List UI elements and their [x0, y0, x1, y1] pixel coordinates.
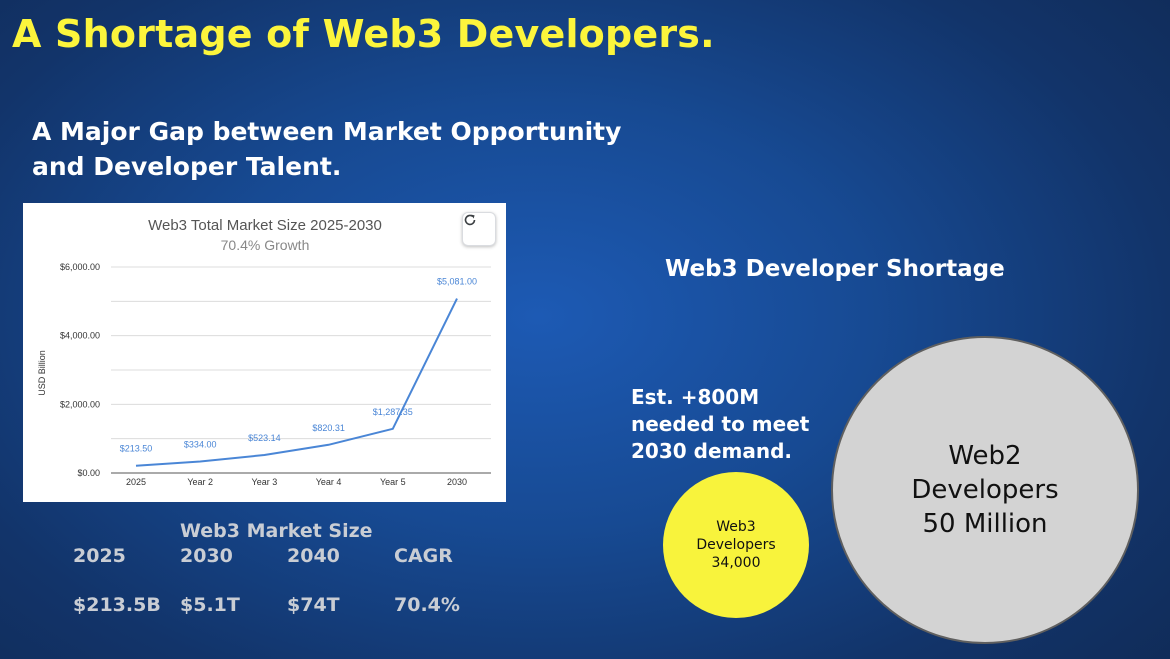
web2-bubble-line-3: 50 Million [922, 509, 1048, 539]
market-header-2030: 2030 [180, 545, 233, 567]
market-header-2025: 2025 [73, 545, 126, 567]
market-value-cagr: 70.4% [394, 594, 460, 616]
page-title: A Shortage of Web3 Developers. [12, 12, 715, 56]
y-tick-label: $2,000.00 [60, 399, 100, 409]
x-tick-label: Year 2 [187, 477, 213, 487]
x-tick-label: Year 5 [380, 477, 406, 487]
web3-bubble-line-2: Developers [696, 537, 776, 553]
data-label: $5,081.00 [437, 277, 477, 287]
market-size-title: Web3 Market Size [180, 520, 373, 542]
data-label: $820.31 [312, 423, 345, 433]
x-tick-label: 2025 [126, 477, 146, 487]
data-label: $213.50 [120, 444, 153, 454]
market-value-2030: $5.1T [180, 594, 240, 616]
grid-lines [111, 266, 491, 474]
x-tick-label: Year 4 [316, 477, 342, 487]
shortage-title: Web3 Developer Shortage [665, 256, 1005, 282]
estimate-note-line-1: Est. +800M [631, 385, 760, 409]
y-tick-labels: $0.00 $2,000.00 $4,000.00 $6,000.00 [60, 262, 100, 478]
data-label: $1,287.35 [373, 407, 413, 417]
y-axis-label: USD Billion [37, 350, 47, 396]
page-subtitle: A Major Gap between Market Opportunity a… [32, 114, 672, 184]
chart-title: Web3 Total Market Size 2025-2030 [148, 217, 382, 234]
x-tick-labels: 2025 Year 2 Year 3 Year 4 Year 5 2030 [126, 477, 467, 487]
web3-bubble-line-1: Web3 [716, 519, 756, 535]
estimate-note: Est. +800M needed to meet 2030 demand. [631, 384, 831, 465]
estimate-note-line-3: 2030 demand. [631, 439, 792, 463]
series-line [135, 298, 458, 467]
web2-developers-bubble: Web2 Developers 50 Million [831, 336, 1139, 644]
data-label: $334.00 [184, 440, 217, 450]
web2-bubble-line-1: Web2 [948, 441, 1022, 471]
web2-bubble-line-2: Developers [911, 475, 1059, 505]
y-tick-label: $0.00 [77, 468, 100, 478]
line-chart-svg: Web3 Total Market Size 2025-2030 70.4% G… [37, 217, 491, 487]
market-header-cagr: CAGR [394, 545, 453, 567]
web3-developers-bubble: Web3 Developers 34,000 [663, 472, 809, 618]
data-label: $523.14 [248, 433, 281, 443]
refresh-button[interactable] [462, 212, 496, 246]
estimate-note-line-2: needed to meet [631, 412, 810, 436]
market-header-2040: 2040 [287, 545, 340, 567]
refresh-icon [464, 214, 476, 226]
data-labels: $213.50 $334.00 $523.14 $820.31 $1,287.35 $5,… [120, 277, 477, 454]
web3-bubble-line-3: 34,000 [711, 555, 761, 571]
market-value-2040: $74T [287, 594, 340, 616]
x-tick-label: 2030 [447, 477, 467, 487]
y-tick-label: $6,000.00 [60, 262, 100, 272]
subtitle-line-1: A Major Gap between Market Opportunity [32, 117, 622, 146]
market-value-2025: $213.5B [73, 594, 161, 616]
chart-subtitle: 70.4% Growth [221, 237, 310, 253]
subtitle-line-2: and Developer Talent. [32, 152, 342, 181]
market-size-chart: Web3 Total Market Size 2025-2030 70.4% G… [23, 203, 506, 502]
x-tick-label: Year 3 [252, 477, 278, 487]
y-tick-label: $4,000.00 [60, 331, 100, 341]
